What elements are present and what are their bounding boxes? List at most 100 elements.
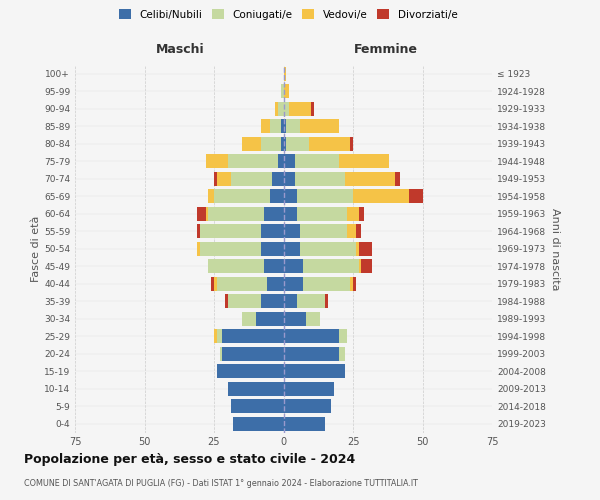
Bar (223, 346, 284, 361)
Bar (284, 312, 306, 326)
Bar (284, 172, 295, 186)
Bar (261, 294, 284, 308)
Bar (353, 276, 356, 291)
Bar (339, 329, 347, 344)
Bar (284, 259, 303, 274)
Bar (361, 259, 373, 274)
Bar (211, 276, 214, 291)
Bar (300, 242, 356, 256)
Bar (197, 206, 206, 221)
Bar (228, 154, 278, 168)
Bar (284, 189, 298, 204)
Bar (284, 399, 331, 413)
Bar (223, 329, 284, 344)
Bar (208, 206, 264, 221)
Bar (395, 172, 400, 186)
Bar (214, 189, 269, 204)
Bar (284, 364, 344, 378)
Bar (228, 294, 261, 308)
Bar (261, 224, 284, 238)
Bar (308, 136, 350, 151)
Bar (284, 416, 325, 431)
Bar (228, 382, 284, 396)
Bar (350, 136, 353, 151)
Bar (284, 66, 286, 81)
Bar (286, 119, 300, 134)
Bar (278, 154, 284, 168)
Bar (359, 206, 364, 221)
Bar (206, 206, 208, 221)
Bar (272, 172, 284, 186)
Bar (298, 189, 353, 204)
Bar (217, 276, 267, 291)
Bar (275, 102, 278, 116)
Bar (284, 242, 300, 256)
Bar (230, 399, 284, 413)
Bar (303, 276, 350, 291)
Bar (284, 119, 286, 134)
Bar (269, 189, 284, 204)
Bar (284, 329, 339, 344)
Bar (347, 206, 359, 221)
Bar (208, 259, 264, 274)
Bar (206, 154, 228, 168)
Bar (295, 154, 339, 168)
Bar (409, 189, 422, 204)
Bar (298, 294, 325, 308)
Bar (264, 259, 284, 274)
Bar (281, 119, 284, 134)
Bar (300, 224, 347, 238)
Bar (225, 294, 228, 308)
Bar (217, 329, 223, 344)
Bar (284, 84, 289, 98)
Bar (311, 102, 314, 116)
Bar (256, 312, 284, 326)
Bar (339, 346, 344, 361)
Bar (217, 172, 230, 186)
Bar (300, 119, 339, 134)
Bar (200, 242, 261, 256)
Bar (208, 189, 214, 204)
Bar (344, 172, 395, 186)
Legend: Celibi/Nubili, Coniugati/e, Vedovi/e, Divorziati/e: Celibi/Nubili, Coniugati/e, Vedovi/e, Di… (115, 5, 461, 24)
Bar (359, 259, 361, 274)
Bar (281, 84, 284, 98)
Bar (261, 136, 281, 151)
Bar (339, 154, 389, 168)
Bar (284, 206, 298, 221)
Bar (284, 276, 303, 291)
Text: Maschi: Maschi (157, 44, 205, 56)
Bar (278, 102, 284, 116)
Bar (284, 154, 295, 168)
Bar (214, 276, 217, 291)
Text: COMUNE DI SANT'AGATA DI PUGLIA (FG) - Dati ISTAT 1° gennaio 2024 - Elaborazione : COMUNE DI SANT'AGATA DI PUGLIA (FG) - Da… (24, 479, 418, 488)
Bar (303, 259, 359, 274)
Bar (356, 242, 359, 256)
Bar (261, 119, 269, 134)
Bar (284, 136, 286, 151)
Y-axis label: Fasce di età: Fasce di età (31, 216, 41, 282)
Bar (197, 224, 200, 238)
Bar (220, 346, 223, 361)
Bar (230, 172, 272, 186)
Bar (350, 276, 353, 291)
Bar (261, 242, 284, 256)
Bar (197, 242, 200, 256)
Bar (286, 136, 308, 151)
Bar (281, 136, 284, 151)
Bar (356, 224, 361, 238)
Bar (306, 312, 320, 326)
Bar (298, 206, 347, 221)
Bar (242, 136, 261, 151)
Bar (284, 102, 289, 116)
Bar (284, 224, 300, 238)
Y-axis label: Anni di nascita: Anni di nascita (550, 208, 560, 290)
Text: Femmine: Femmine (355, 44, 418, 56)
Bar (289, 102, 311, 116)
Bar (325, 294, 328, 308)
Bar (233, 416, 284, 431)
Bar (295, 172, 344, 186)
Bar (359, 242, 373, 256)
Bar (214, 329, 217, 344)
Bar (264, 206, 284, 221)
